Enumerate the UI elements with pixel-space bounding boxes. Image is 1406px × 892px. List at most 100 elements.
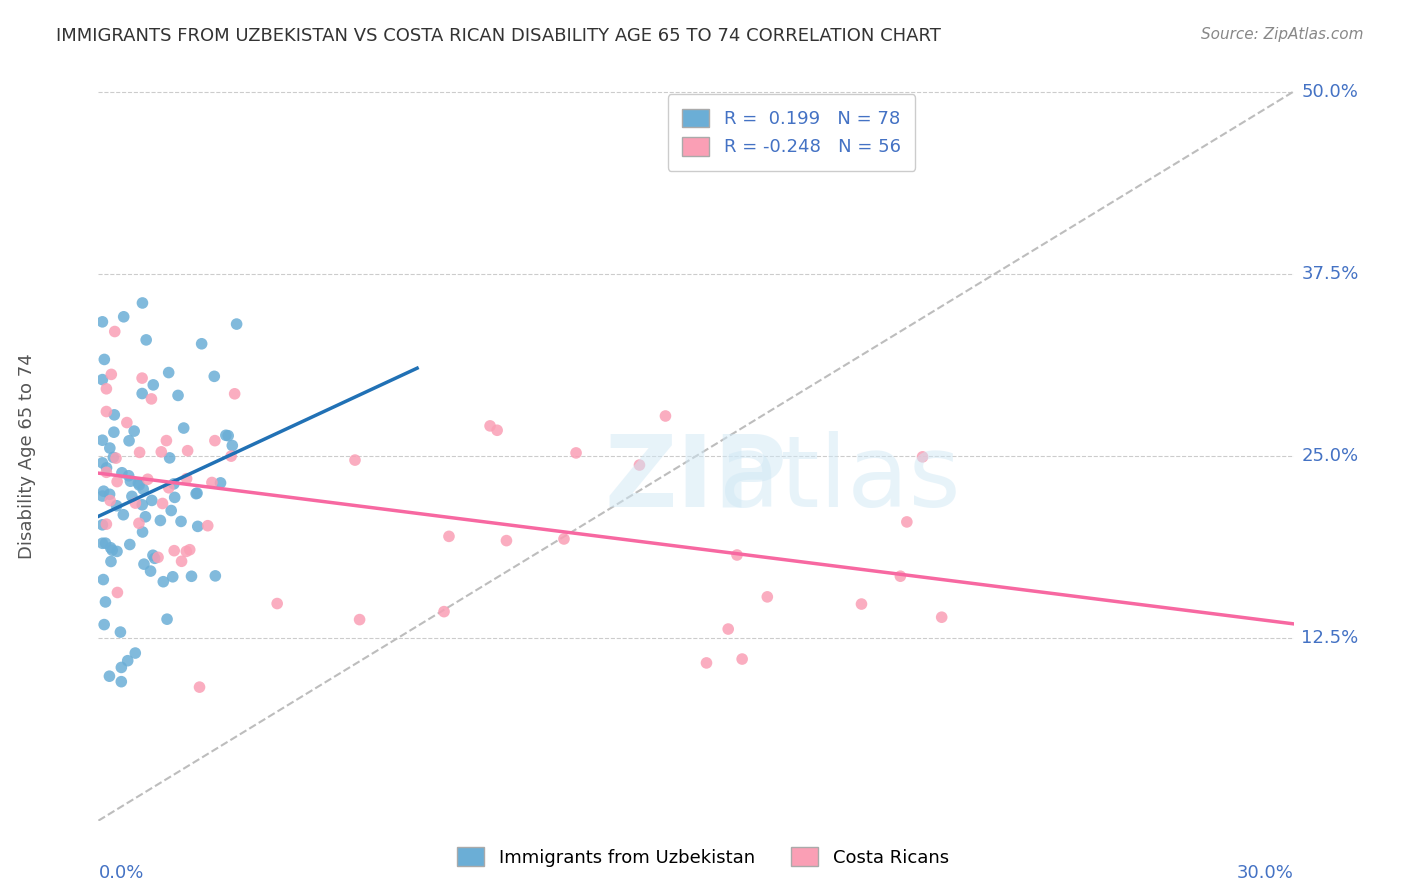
Text: 25.0%: 25.0% (1302, 447, 1358, 465)
Point (266, 597, 288, 611)
Point (101, 543, 124, 558)
Point (209, 475, 232, 490)
Point (149, 513, 172, 527)
Point (105, 475, 128, 489)
Point (131, 498, 153, 512)
Text: ZIP: ZIP (605, 431, 787, 528)
Text: 30.0%: 30.0% (1237, 864, 1294, 882)
Point (163, 476, 186, 491)
Point (628, 458, 651, 472)
Point (141, 392, 163, 406)
Point (103, 408, 125, 422)
Point (91, 373, 114, 387)
Point (756, 590, 779, 604)
Point (215, 428, 238, 442)
Point (157, 481, 180, 495)
Point (479, 418, 502, 433)
Point (143, 551, 166, 566)
Point (132, 557, 155, 571)
Point (176, 443, 198, 458)
Point (124, 496, 146, 510)
Point (176, 544, 198, 558)
Point (120, 474, 142, 488)
Point (115, 416, 138, 430)
Point (156, 612, 179, 626)
Point (98, 441, 121, 455)
Point (911, 450, 934, 464)
Point (91, 489, 114, 503)
Point (100, 554, 122, 568)
Point (141, 493, 163, 508)
Point (100, 368, 122, 382)
Point (131, 386, 153, 401)
Point (135, 333, 157, 347)
Point (725, 548, 748, 562)
Point (105, 544, 128, 558)
Legend: Immigrants from Uzbekistan, Costa Ricans: Immigrants from Uzbekistan, Costa Ricans (450, 840, 956, 874)
Point (93, 617, 115, 632)
Point (96, 465, 118, 479)
Point (150, 445, 173, 459)
Point (889, 569, 911, 583)
Point (173, 421, 195, 435)
Point (187, 519, 209, 533)
Point (695, 656, 717, 670)
Point (553, 532, 575, 546)
Point (157, 366, 180, 380)
Point (98, 487, 121, 501)
Point (197, 518, 219, 533)
Point (98, 493, 121, 508)
Point (155, 434, 177, 448)
Point (495, 533, 517, 548)
Point (134, 509, 156, 524)
Text: IMMIGRANTS FROM UZBEKISTAN VS COSTA RICAN DISABILITY AGE 65 TO 74 CORRELATION CH: IMMIGRANTS FROM UZBEKISTAN VS COSTA RICA… (56, 27, 941, 45)
Point (160, 503, 183, 517)
Point (170, 515, 193, 529)
Point (91, 536, 114, 550)
Point (112, 310, 135, 324)
Point (96, 517, 118, 532)
Point (136, 472, 159, 486)
Point (122, 424, 145, 438)
Point (167, 388, 190, 402)
Point (132, 482, 155, 496)
Point (128, 516, 150, 531)
Point (163, 491, 186, 505)
Point (93, 484, 115, 499)
Point (152, 574, 174, 589)
Point (186, 486, 208, 500)
Point (107, 585, 129, 599)
Point (343, 453, 366, 467)
Point (93, 352, 115, 367)
Point (98, 669, 121, 683)
Point (139, 564, 162, 578)
Point (142, 548, 165, 562)
Point (896, 515, 918, 529)
Point (170, 554, 193, 568)
Text: 12.5%: 12.5% (1302, 630, 1358, 648)
Point (96, 404, 118, 418)
Point (111, 466, 134, 480)
Point (188, 680, 211, 694)
Legend: R =  0.199   N = 78, R = -0.248   N = 56: R = 0.199 N = 78, R = -0.248 N = 56 (668, 95, 915, 171)
Point (96, 382, 118, 396)
Point (121, 489, 143, 503)
Point (118, 434, 141, 448)
Point (117, 654, 139, 668)
Point (217, 428, 239, 442)
Point (201, 475, 224, 490)
Point (131, 524, 153, 539)
Point (110, 625, 132, 640)
Point (159, 450, 181, 465)
Point (127, 476, 149, 491)
Point (225, 317, 247, 331)
Point (486, 423, 509, 437)
Point (180, 569, 202, 583)
Point (204, 569, 226, 583)
Point (117, 468, 139, 483)
Text: atlas: atlas (718, 431, 960, 528)
Point (124, 646, 146, 660)
Point (179, 542, 201, 557)
Point (219, 449, 242, 463)
Point (190, 336, 212, 351)
